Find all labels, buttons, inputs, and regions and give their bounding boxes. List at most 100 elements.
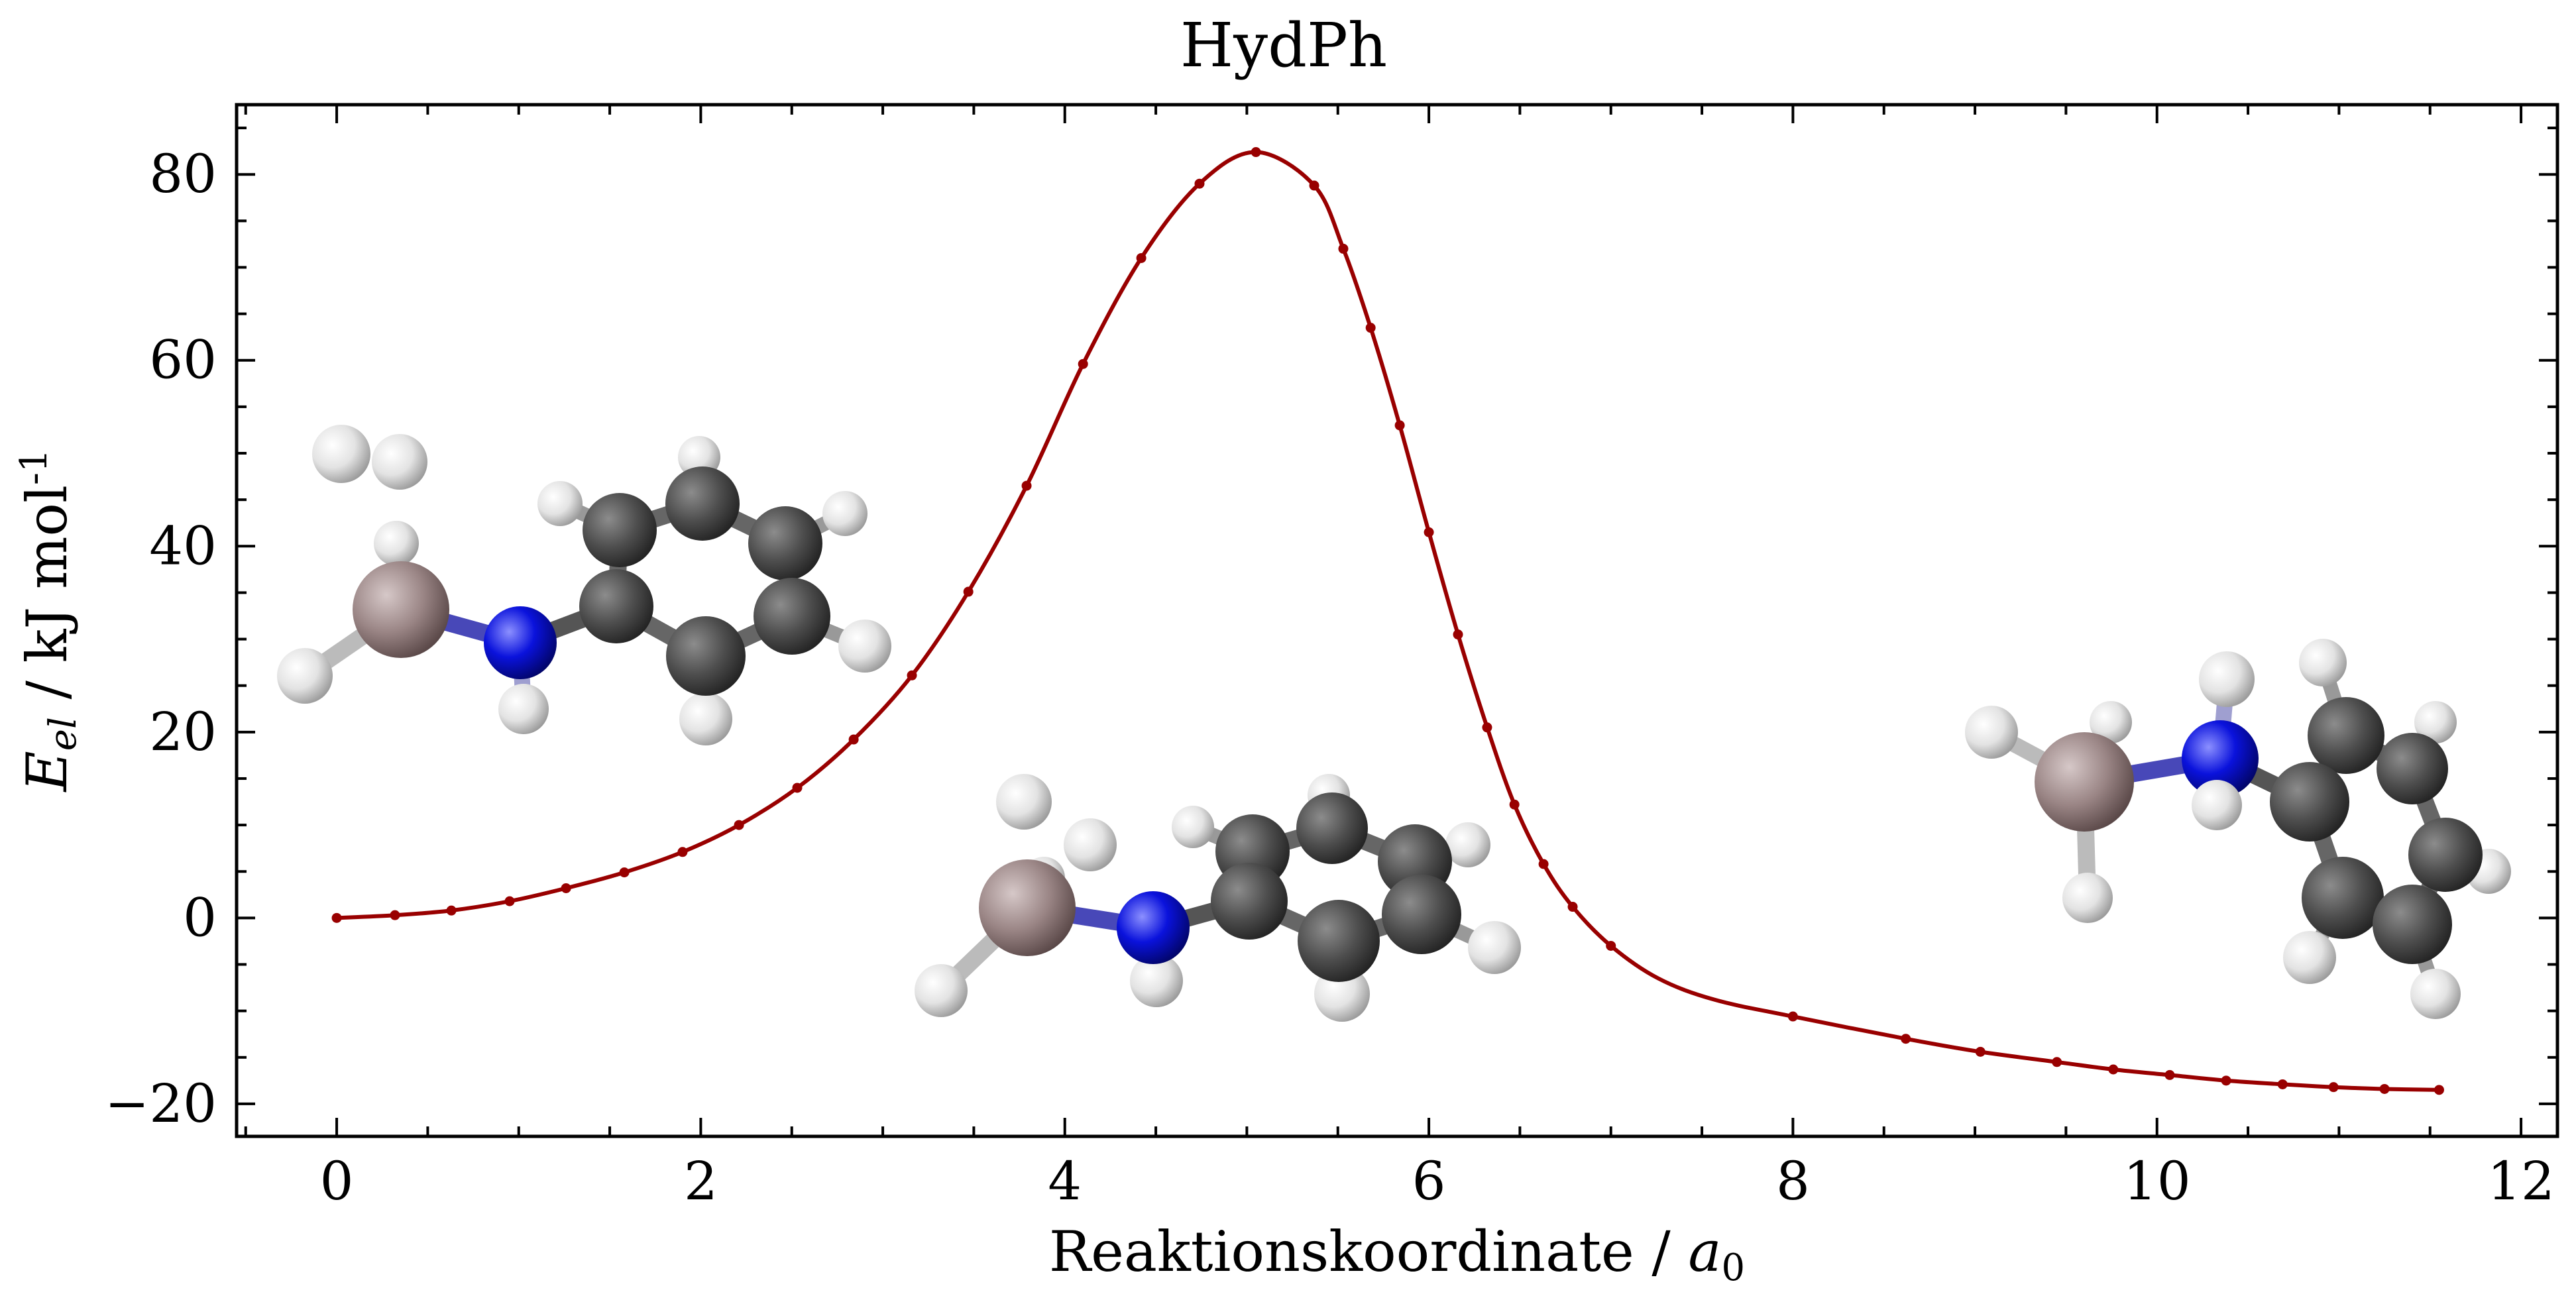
hydrogen-atom bbox=[2062, 873, 2113, 923]
data-point bbox=[907, 670, 917, 680]
data-point bbox=[2277, 1079, 2288, 1089]
hydrogen-atom bbox=[822, 491, 868, 536]
metal-atom bbox=[353, 561, 449, 658]
data-point bbox=[2379, 1083, 2390, 1094]
data-point bbox=[1787, 1011, 1798, 1022]
hydrogen-atom bbox=[537, 481, 583, 526]
data-point bbox=[1509, 799, 1520, 810]
data-point bbox=[2328, 1082, 2339, 1093]
hydrogen-atom bbox=[2283, 931, 2336, 984]
hydrogen-atom bbox=[2299, 639, 2347, 686]
data-point bbox=[1901, 1034, 1911, 1044]
hydrogen-atom bbox=[2090, 701, 2132, 743]
carbon-atom bbox=[2408, 818, 2483, 892]
data-point bbox=[1424, 527, 1434, 537]
hydrogen-atom bbox=[1445, 822, 1490, 867]
y-tick-label: −20 bbox=[105, 1073, 217, 1134]
carbon-atom bbox=[2308, 697, 2384, 774]
x-tick-label: 12 bbox=[2487, 1150, 2555, 1212]
x-tick-label: 10 bbox=[2123, 1150, 2191, 1212]
plot-frame bbox=[235, 103, 2559, 1138]
x-tick-label: 8 bbox=[1776, 1150, 1810, 1212]
data-point bbox=[2434, 1085, 2444, 1095]
x-axis-label-text: Reaktionskoordinate / bbox=[1049, 1219, 1689, 1284]
data-point bbox=[677, 847, 688, 857]
metal-atom bbox=[979, 859, 1076, 956]
data-point bbox=[2221, 1075, 2231, 1086]
y-axis-label-superscript: -1 bbox=[13, 449, 56, 485]
data-point bbox=[1194, 178, 1205, 189]
carbon-atom bbox=[1382, 875, 1461, 954]
data-point bbox=[1482, 722, 1492, 733]
data-point bbox=[1021, 480, 1032, 491]
y-tick-label: 60 bbox=[149, 329, 217, 391]
data-point bbox=[734, 820, 744, 830]
data-point bbox=[2108, 1064, 2119, 1075]
carbon-atom bbox=[665, 466, 740, 541]
hydrogen-atom bbox=[1064, 818, 1117, 871]
data-point bbox=[331, 912, 342, 923]
hydrogen-atom bbox=[1468, 921, 1521, 974]
carbon-atom bbox=[754, 578, 830, 655]
y-tick-label: 20 bbox=[149, 701, 217, 763]
y-axis-label-unit: / kJ mol bbox=[15, 485, 80, 717]
hydrogen-atom bbox=[2414, 701, 2457, 743]
x-axis-label: Reaktionskoordinate / a0 bbox=[1049, 1219, 1745, 1289]
hydrogen-atom bbox=[996, 774, 1052, 830]
y-tick-label: 0 bbox=[183, 887, 217, 948]
carbon-atom bbox=[1298, 900, 1380, 982]
y-axis-label-subscript: el bbox=[42, 717, 85, 751]
energy-curve-line bbox=[335, 150, 2441, 1092]
hydrogen-atom bbox=[1965, 706, 2018, 759]
data-point bbox=[619, 867, 630, 878]
product-molecule-image bbox=[1965, 639, 2511, 1019]
carbon-atom bbox=[579, 569, 653, 643]
hydrogen-atom bbox=[277, 648, 333, 704]
data-point bbox=[1136, 252, 1147, 263]
hydrogen-atom bbox=[2410, 969, 2461, 1019]
data-point bbox=[792, 783, 803, 793]
x-tick-label: 2 bbox=[684, 1150, 718, 1212]
hydrogen-atom bbox=[498, 684, 549, 734]
x-tick-label: 4 bbox=[1048, 1150, 1082, 1212]
data-point bbox=[1251, 147, 1261, 158]
data-point bbox=[1309, 180, 1319, 191]
y-axis-label-symbol: E bbox=[15, 751, 80, 792]
hydrogen-atom bbox=[372, 434, 427, 490]
x-axis-label-subscript: 0 bbox=[1721, 1246, 1745, 1289]
data-point bbox=[446, 905, 457, 916]
hydrogen-atom bbox=[1172, 806, 1214, 848]
metal-atom bbox=[2035, 732, 2134, 832]
tick-labels: 0 2 4 6 8 10 12 −20 0 20 40 60 80 bbox=[105, 143, 2555, 1212]
hydrogen-atom bbox=[312, 425, 370, 483]
hydrogen-atom bbox=[2192, 780, 2242, 830]
nitrogen-atom bbox=[2182, 720, 2259, 797]
data-point bbox=[963, 586, 974, 597]
data-point bbox=[1394, 420, 1405, 431]
hydrogen-atom bbox=[838, 620, 891, 673]
data-point bbox=[1538, 859, 1549, 869]
hydrogen-atom bbox=[679, 692, 732, 745]
data-point-markers bbox=[331, 147, 2444, 1095]
data-point bbox=[1338, 243, 1349, 254]
data-point bbox=[1365, 323, 1376, 333]
data-point bbox=[561, 883, 571, 893]
hydrogen-atom bbox=[374, 521, 419, 566]
carbon-atom bbox=[2373, 885, 2452, 964]
data-point bbox=[1975, 1046, 1986, 1057]
hydrogen-atom bbox=[2199, 651, 2255, 707]
hydrogen-atom bbox=[915, 964, 968, 1017]
carbon-atom bbox=[1296, 792, 1368, 864]
hydrogen-atom bbox=[1130, 954, 1183, 1007]
y-axis-label: Eel / kJ mol-1 bbox=[13, 449, 85, 792]
carbon-atom bbox=[2270, 762, 2349, 842]
nitrogen-atom bbox=[1117, 891, 1190, 964]
data-point bbox=[1078, 358, 1088, 369]
carbon-atom bbox=[1211, 863, 1288, 940]
y-tick-label: 40 bbox=[149, 515, 217, 576]
carbon-atom bbox=[2302, 857, 2384, 939]
chart-title: HydPh bbox=[1180, 10, 1387, 81]
reactant-molecule-image bbox=[277, 425, 891, 745]
nitrogen-atom bbox=[484, 606, 557, 679]
data-point bbox=[390, 910, 400, 920]
